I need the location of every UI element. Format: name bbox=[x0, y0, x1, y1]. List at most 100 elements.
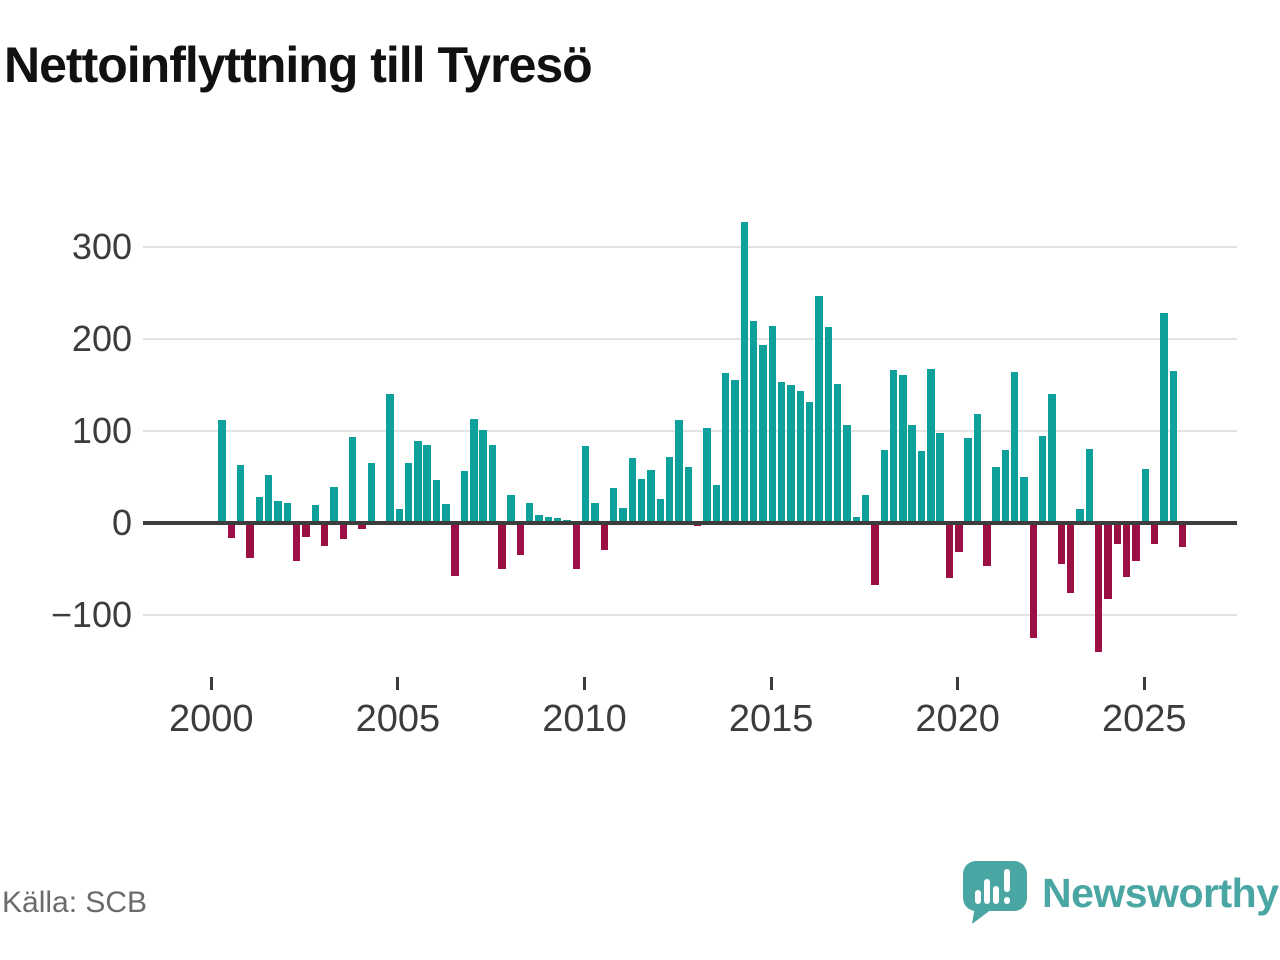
bar bbox=[516, 523, 525, 556]
bar bbox=[843, 425, 851, 523]
bar bbox=[787, 385, 795, 523]
gridline bbox=[143, 338, 1237, 340]
bar bbox=[227, 523, 236, 538]
bar bbox=[479, 430, 487, 523]
bar bbox=[619, 508, 627, 523]
bar bbox=[1132, 523, 1140, 561]
bar bbox=[414, 441, 422, 523]
bar bbox=[470, 419, 478, 523]
x-axis-tick bbox=[209, 677, 213, 690]
bar bbox=[852, 517, 860, 523]
bar bbox=[1076, 509, 1084, 523]
bar bbox=[572, 523, 581, 569]
bar bbox=[1039, 435, 1047, 523]
bar bbox=[740, 222, 748, 523]
bar bbox=[983, 523, 991, 567]
bar bbox=[498, 523, 506, 569]
gridline bbox=[143, 614, 1237, 616]
bar bbox=[358, 523, 366, 529]
bar bbox=[712, 485, 721, 523]
bar bbox=[367, 463, 375, 523]
bar bbox=[684, 466, 693, 523]
bar bbox=[768, 326, 776, 523]
bar bbox=[283, 502, 291, 523]
bar bbox=[1001, 450, 1010, 523]
bar bbox=[1113, 523, 1122, 545]
bar bbox=[320, 523, 329, 546]
bar bbox=[292, 523, 301, 561]
y-axis-tick-label: 100 bbox=[71, 410, 132, 451]
bar bbox=[600, 523, 609, 550]
bar bbox=[432, 479, 441, 523]
x-axis-tick bbox=[583, 677, 586, 690]
bar bbox=[703, 428, 711, 523]
bar bbox=[339, 523, 347, 539]
y-axis-tick-label: −100 bbox=[50, 594, 132, 635]
bar bbox=[274, 500, 282, 523]
bar bbox=[1020, 477, 1028, 523]
x-axis-year-label: 2015 bbox=[728, 698, 814, 740]
bar bbox=[647, 469, 655, 523]
bar bbox=[535, 514, 543, 523]
bar bbox=[628, 457, 637, 523]
bar bbox=[488, 444, 497, 523]
y-axis-tick-label: 300 bbox=[71, 226, 132, 267]
bar bbox=[395, 509, 403, 523]
x-axis-year-label: 2025 bbox=[1102, 698, 1187, 740]
bar bbox=[1160, 313, 1168, 523]
bar bbox=[1169, 371, 1178, 523]
source-note: Källa: SCB bbox=[2, 886, 148, 919]
bar bbox=[507, 495, 515, 523]
chart-title: Nettoinflyttning till Tyresö bbox=[4, 37, 593, 93]
bar bbox=[796, 390, 804, 523]
bar bbox=[544, 517, 553, 523]
newsworthy-wordmark: Newsworthy bbox=[1042, 869, 1279, 916]
bar bbox=[1085, 449, 1094, 523]
bar bbox=[777, 382, 786, 523]
bar bbox=[861, 495, 870, 523]
bar bbox=[973, 413, 982, 523]
x-axis-year-label: 2020 bbox=[915, 698, 1000, 740]
bar bbox=[246, 523, 254, 558]
bar bbox=[1123, 523, 1131, 578]
x-axis-year-label: 2010 bbox=[542, 698, 627, 740]
bar bbox=[656, 499, 665, 523]
bar bbox=[665, 456, 674, 523]
bar bbox=[749, 320, 758, 523]
x-axis-year-label: 2000 bbox=[169, 698, 254, 740]
bar bbox=[460, 470, 469, 523]
bar bbox=[582, 445, 590, 523]
bar bbox=[1011, 372, 1019, 523]
bar bbox=[1178, 523, 1187, 547]
bar bbox=[311, 504, 319, 523]
bar bbox=[955, 523, 963, 553]
x-axis-tick bbox=[956, 677, 960, 690]
bar bbox=[264, 475, 273, 523]
bar bbox=[526, 502, 534, 523]
y-axis-tick-label: 200 bbox=[71, 318, 132, 359]
bar bbox=[236, 465, 245, 523]
bar bbox=[992, 466, 1000, 523]
bar bbox=[302, 523, 310, 537]
bar bbox=[824, 327, 832, 523]
bar bbox=[451, 523, 459, 577]
x-axis-year-label: 2005 bbox=[355, 698, 441, 740]
bar bbox=[218, 419, 226, 523]
bar bbox=[759, 344, 767, 523]
bar bbox=[554, 518, 562, 523]
bar bbox=[442, 503, 450, 523]
bar bbox=[889, 370, 898, 523]
bar bbox=[675, 419, 683, 523]
bar bbox=[936, 432, 944, 523]
bar bbox=[1141, 468, 1150, 523]
bar bbox=[1048, 394, 1056, 523]
bar bbox=[1057, 523, 1066, 565]
gridline bbox=[143, 430, 1237, 432]
bar bbox=[610, 488, 618, 523]
bar bbox=[721, 373, 730, 523]
x-axis-tick bbox=[769, 677, 773, 690]
bar bbox=[945, 523, 954, 579]
x-axis-zero-line bbox=[143, 521, 1237, 525]
bar bbox=[423, 444, 431, 523]
